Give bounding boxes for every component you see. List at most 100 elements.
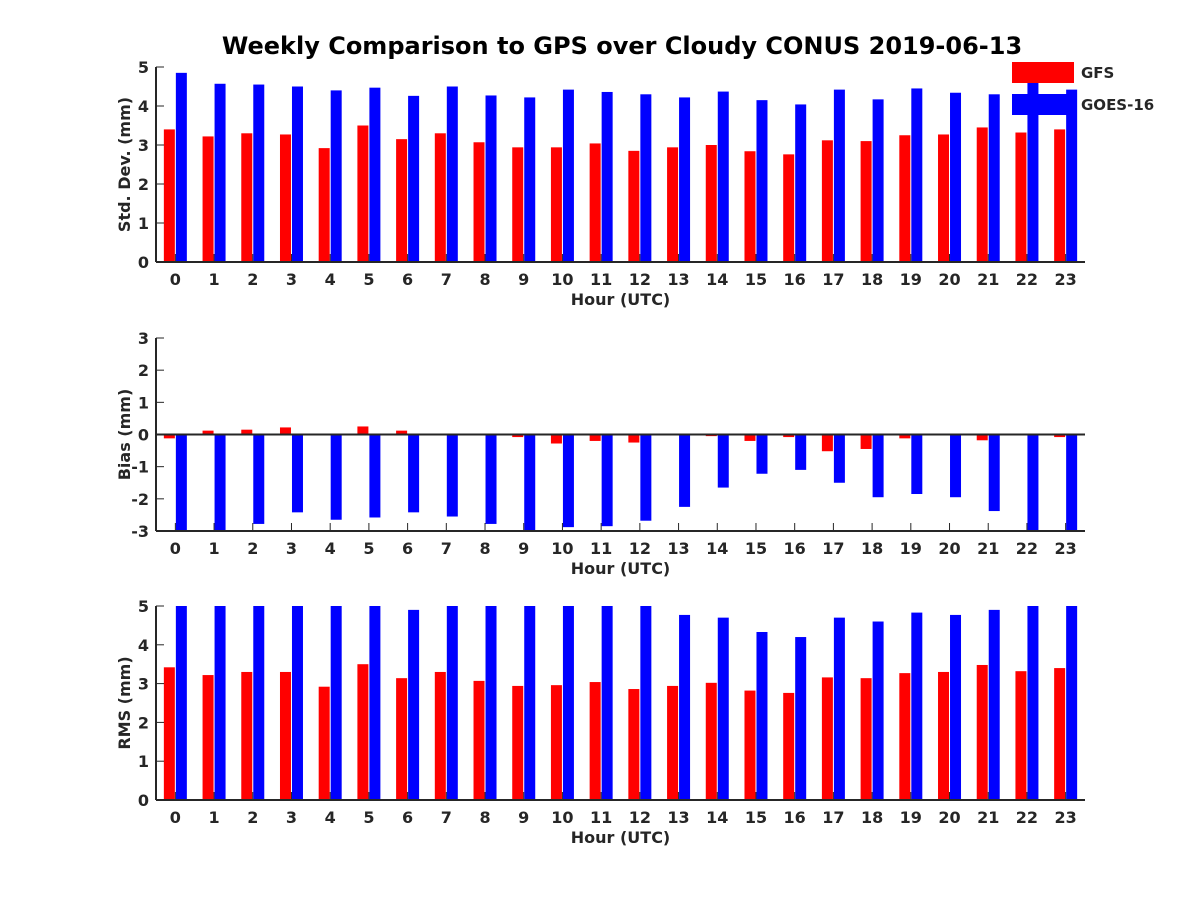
legend-swatch-goes-16 (1012, 94, 1074, 115)
x-tick-label: 19 (900, 808, 922, 827)
bar-goes-16-0 (175, 72, 187, 262)
x-tick-label: 2 (247, 270, 258, 289)
x-tick-label: 16 (784, 808, 806, 827)
y-tick-label: 0 (138, 791, 149, 810)
x-tick-label: 6 (402, 270, 413, 289)
x-tick-label: 11 (590, 539, 612, 558)
bar-goes-16-3 (291, 86, 303, 262)
x-tick-label: 20 (938, 539, 960, 558)
bar-goes-16-7 (446, 606, 458, 800)
bar-gfs-21 (976, 434, 988, 441)
y-tick-label: 4 (138, 636, 149, 655)
bar-goes-16-23 (1066, 434, 1078, 531)
bar-gfs-5 (357, 125, 369, 262)
bar-gfs-12 (628, 434, 640, 443)
bar-gfs-23 (1054, 129, 1066, 262)
bar-goes-16-21 (988, 609, 1000, 800)
bar-gfs-5 (357, 664, 369, 800)
bar-goes-16-23 (1066, 606, 1078, 800)
bar-goes-16-5 (369, 87, 381, 262)
bar-goes-16-8 (485, 434, 497, 524)
x-tick-label: 9 (518, 808, 529, 827)
bar-gfs-16 (783, 434, 795, 438)
bar-goes-16-2 (253, 434, 265, 524)
bar-gfs-1 (202, 675, 214, 800)
x-tick-label: 22 (1016, 270, 1038, 289)
x-tick-label: 23 (1055, 808, 1077, 827)
bar-goes-16-17 (833, 617, 845, 800)
y-tick-label: 1 (138, 393, 149, 412)
x-tick-label: 1 (208, 808, 219, 827)
x-tick-label: 18 (861, 808, 883, 827)
bar-goes-16-9 (524, 606, 536, 800)
bar-gfs-3 (279, 671, 291, 800)
x-tick-label: 1 (208, 270, 219, 289)
x-tick-label: 4 (325, 539, 336, 558)
x-tick-label: 14 (706, 808, 728, 827)
x-tick-label: 2 (247, 539, 258, 558)
bar-goes-16-18 (872, 621, 884, 800)
x-tick-label: 14 (706, 270, 728, 289)
bar-gfs-1 (202, 136, 214, 262)
bar-goes-16-19 (911, 434, 923, 495)
bar-gfs-12 (628, 150, 640, 262)
x-tick-label: 15 (745, 539, 767, 558)
y-axis-label: Std. Dev. (mm) (115, 97, 134, 232)
y-tick-label: -3 (131, 522, 149, 541)
bar-gfs-9 (512, 147, 524, 262)
bar-goes-16-5 (369, 606, 381, 800)
y-tick-label: 1 (138, 214, 149, 233)
y-tick-label: 3 (138, 675, 149, 694)
x-tick-label: 13 (667, 539, 689, 558)
x-axis-label: Hour (UTC) (571, 559, 671, 578)
bar-gfs-22 (1015, 671, 1027, 800)
bar-goes-16-10 (562, 606, 574, 800)
bar-goes-16-4 (330, 606, 342, 800)
x-tick-label: 10 (551, 270, 573, 289)
bar-gfs-18 (860, 141, 872, 262)
y-tick-label: 1 (138, 752, 149, 771)
bar-gfs-0 (163, 667, 175, 800)
bar-gfs-21 (976, 664, 988, 800)
bar-gfs-9 (512, 685, 524, 800)
bar-goes-16-20 (950, 434, 962, 498)
bar-gfs-14 (705, 682, 717, 800)
x-tick-label: 17 (822, 539, 844, 558)
bar-gfs-9 (512, 434, 524, 438)
bar-goes-16-9 (524, 97, 536, 262)
bar-gfs-18 (860, 434, 872, 449)
bar-gfs-8 (473, 680, 485, 800)
bar-gfs-17 (821, 677, 833, 800)
bar-gfs-11 (589, 682, 601, 800)
bar-gfs-6 (396, 430, 408, 435)
x-tick-label: 17 (822, 808, 844, 827)
bar-goes-16-0 (175, 606, 187, 800)
bar-goes-16-16 (795, 104, 807, 262)
bar-goes-16-7 (446, 434, 458, 517)
y-tick-label: 3 (138, 136, 149, 155)
bar-gfs-13 (667, 685, 679, 800)
bar-goes-16-17 (833, 434, 845, 483)
bar-goes-16-1 (214, 606, 226, 800)
bar-goes-16-12 (640, 434, 652, 521)
bar-gfs-17 (821, 140, 833, 262)
bar-goes-16-16 (795, 637, 807, 800)
bar-goes-16-10 (562, 89, 574, 263)
x-tick-label: 0 (170, 539, 181, 558)
x-tick-label: 12 (629, 539, 651, 558)
y-tick-label: 2 (138, 713, 149, 732)
bar-goes-16-14 (717, 434, 729, 488)
bar-goes-16-14 (717, 617, 729, 800)
bar-goes-16-0 (175, 434, 187, 531)
bar-goes-16-15 (756, 100, 768, 263)
bar-goes-16-11 (601, 606, 613, 800)
y-tick-label: -2 (131, 490, 149, 509)
bar-goes-16-5 (369, 434, 381, 518)
bar-gfs-15 (744, 151, 756, 262)
bar-goes-16-13 (679, 97, 691, 262)
bar-goes-16-13 (679, 614, 691, 800)
bar-goes-16-3 (291, 606, 303, 800)
x-tick-label: 18 (861, 539, 883, 558)
